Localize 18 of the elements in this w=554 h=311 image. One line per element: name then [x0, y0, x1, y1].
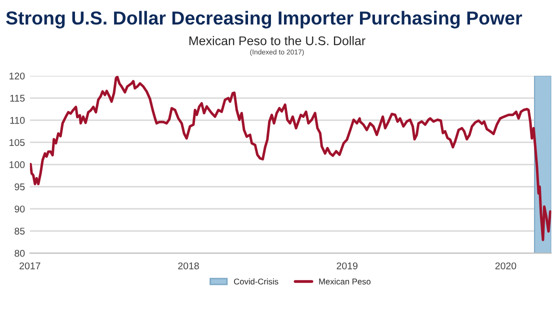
y-tick-label: 80 [14, 250, 25, 257]
chart-subtitle: Mexican Peso to the U.S. Dollar [189, 36, 366, 46]
line-series [30, 76, 552, 242]
y-tick-label: 115 [10, 94, 25, 102]
x-tick-label: 2017 [20, 262, 40, 270]
x-tick-label: 2020 [495, 262, 516, 270]
y-tick-label: 120 [10, 72, 25, 80]
y-tick-label: 85 [14, 228, 25, 235]
x-tick-label: 2019 [336, 262, 358, 270]
y-tick-label: 95 [14, 183, 25, 190]
legend-label: Covid-Crisis [234, 278, 278, 284]
y-tick-label: 105 [10, 139, 25, 146]
y-tick-label: 90 [14, 206, 25, 212]
legend-label: Mexican Peso [319, 278, 371, 284]
y-tick-label: 100 [10, 161, 25, 168]
chart-title: Strong U.S. Dollar Decreasing Importer Purchasing Power [6, 10, 522, 28]
y-tick-label: 110 [10, 116, 25, 124]
x-tick-label: 2018 [178, 262, 199, 270]
